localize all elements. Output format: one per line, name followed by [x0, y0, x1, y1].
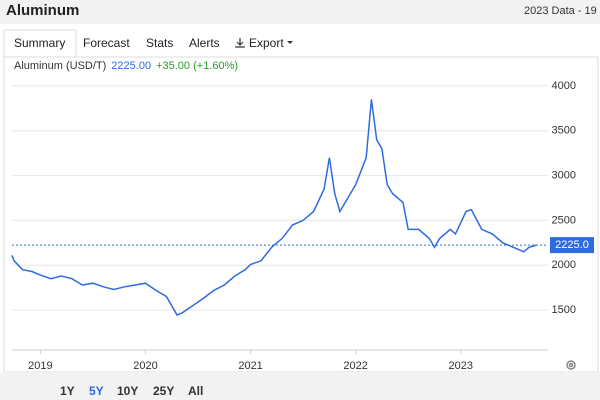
export-icon	[235, 38, 245, 48]
y-tick-label: 2500	[552, 214, 576, 226]
x-tick-label: 2020	[133, 360, 157, 372]
y-tick-label: 4000	[552, 80, 576, 92]
data-note: 2023 Data - 19	[524, 5, 597, 17]
range-button[interactable]: All	[188, 384, 203, 398]
range-button[interactable]: 10Y	[117, 384, 138, 398]
tab[interactable]: Stats	[146, 36, 173, 50]
quote-price: 2225.00	[111, 60, 151, 72]
chart-frame	[3, 56, 599, 373]
active-tab	[3, 29, 77, 58]
range-button[interactable]: 5Y	[89, 384, 104, 398]
x-tick-label: 2019	[28, 360, 52, 372]
price-line	[11, 99, 537, 316]
legend-name: Aluminum (USD/T)	[14, 60, 106, 72]
quote-change: +35.00 (+1.60%)	[156, 60, 238, 72]
tab[interactable]: Export	[249, 36, 284, 50]
y-tick-label: 3000	[552, 170, 576, 182]
range-button[interactable]: 25Y	[153, 384, 174, 398]
page-title: Aluminum	[6, 2, 79, 19]
y-tick-label: 3500	[552, 125, 576, 137]
range-bar	[0, 372, 600, 400]
dropdown-caret	[287, 41, 293, 44]
y-tick-label: 2000	[552, 259, 576, 271]
tab[interactable]: Alerts	[189, 36, 220, 50]
tab[interactable]: Forecast	[83, 36, 130, 50]
settings-icon[interactable]	[566, 360, 576, 370]
header-bar	[0, 0, 600, 24]
range-button[interactable]: 1Y	[60, 384, 75, 398]
tab[interactable]: Summary	[14, 36, 65, 50]
x-tick-label: 2022	[343, 360, 367, 372]
x-tick-label: 2021	[238, 360, 262, 372]
y-tick-label: 1500	[552, 304, 576, 316]
x-tick-label: 2023	[449, 360, 473, 372]
last-value-badge	[550, 237, 594, 254]
last-value-label: 2225.0	[555, 239, 589, 251]
